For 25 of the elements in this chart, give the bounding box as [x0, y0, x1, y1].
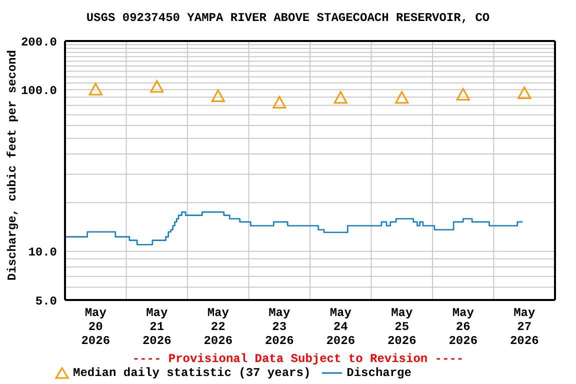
- y-tick-label: 5.0: [35, 294, 57, 308]
- y-tick-label: 10.0: [28, 246, 57, 260]
- x-tick-label: May 23 2026: [264, 306, 294, 348]
- x-tick-label: May 21 2026: [142, 306, 172, 348]
- x-tick-label: May 25 2026: [387, 306, 416, 348]
- x-tick-label: May 24 2026: [326, 306, 356, 348]
- chart-title: USGS 09237450 YAMPA RIVER ABOVE STAGECOACH RESERVOIR, CO: [85, 11, 491, 25]
- y-tick-label: 200.0: [20, 35, 57, 50]
- point: [88, 82, 102, 96]
- point: [395, 91, 409, 104]
- point: [211, 90, 225, 102]
- x-tick-label: May 27 2026: [510, 306, 539, 348]
- point: [456, 88, 470, 101]
- y-axis-title: Discharge, cubic feet per second: [5, 50, 20, 280]
- point: [150, 80, 164, 93]
- text: ---- Provisional Data Subject to Revision ----: [131, 352, 465, 366]
- legend-label: Median daily statistic (37 years): [73, 366, 311, 380]
- point: [334, 91, 348, 104]
- x-tick-label: May 22 2026: [204, 306, 233, 348]
- x-tick-label: May 20 2026: [81, 306, 110, 348]
- legend-label: Discharge: [346, 366, 412, 380]
- point: [518, 86, 532, 100]
- x-tick-label: May 26 2026: [448, 306, 478, 348]
- y-tick-label: 100.0: [20, 84, 57, 98]
- point: [272, 96, 286, 108]
